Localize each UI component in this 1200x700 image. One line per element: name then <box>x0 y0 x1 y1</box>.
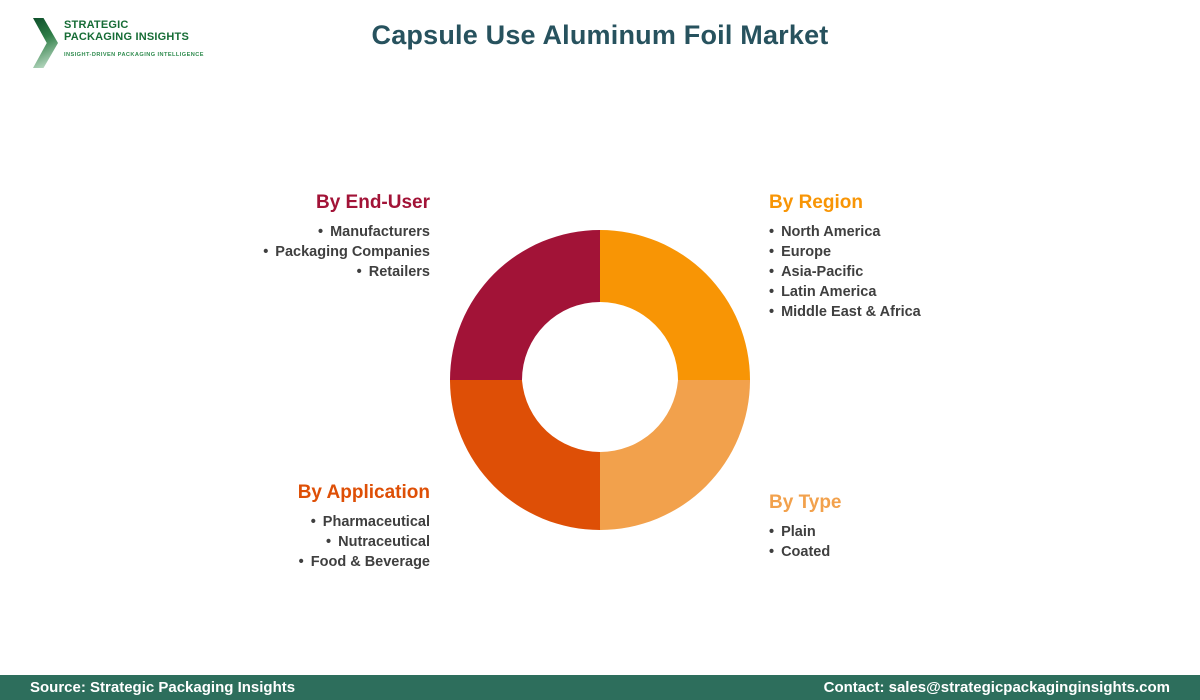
donut-segment-end-user <box>450 230 600 380</box>
brand-logo: STRATEGIC PACKAGING INSIGHTS INSIGHT-DRI… <box>33 12 204 68</box>
logo-line-1: STRATEGIC <box>64 19 129 31</box>
list-item: Asia-Pacific <box>769 262 1089 282</box>
list-item: Retailers <box>110 262 430 282</box>
donut-segment-type <box>600 380 750 530</box>
list-item: Manufacturers <box>110 222 430 242</box>
logo-line-2: PACKAGING INSIGHTS <box>64 31 190 43</box>
footer-bar: Source: Strategic Packaging Insights Con… <box>0 675 1200 700</box>
list-item: Plain <box>769 522 1089 542</box>
segment-list-type: Plain Coated <box>769 522 1089 562</box>
list-item: Europe <box>769 242 1089 262</box>
segment-list-end-user: Manufacturers Packaging Companies Retail… <box>110 222 430 282</box>
logo-tagline: INSIGHT-DRIVEN PACKAGING INTELLIGENCE <box>64 52 204 58</box>
brand-logo-text: STRATEGIC PACKAGING INSIGHTS INSIGHT-DRI… <box>64 12 204 58</box>
segment-block-end-user: By End-User Manufacturers Packaging Comp… <box>110 190 430 282</box>
page-title: Capsule Use Aluminum Foil Market <box>371 20 829 50</box>
donut-segment-region <box>600 230 750 380</box>
segment-block-application: By Application Pharmaceutical Nutraceuti… <box>110 480 430 572</box>
footer-source: Source: Strategic Packaging Insights <box>30 679 296 696</box>
segment-heading-end-user: By End-User <box>315 192 430 213</box>
segment-heading-application: By Application <box>297 482 430 503</box>
list-item: Coated <box>769 542 1089 562</box>
list-item: Packaging Companies <box>110 242 430 262</box>
list-item: Nutraceutical <box>110 532 430 552</box>
list-item: Pharmaceutical <box>110 512 430 532</box>
segment-block-type: By Type Plain Coated <box>769 490 1089 562</box>
list-item: Middle East & Africa <box>769 302 1089 322</box>
donut-segment-application <box>450 380 600 530</box>
segment-list-application: Pharmaceutical Nutraceutical Food & Beve… <box>110 512 430 572</box>
segment-block-region: By Region North America Europe Asia-Paci… <box>769 190 1089 322</box>
list-item: Food & Beverage <box>110 552 430 572</box>
segment-list-region: North America Europe Asia-Pacific Latin … <box>769 222 1089 322</box>
donut-chart <box>450 230 750 530</box>
segment-heading-region: By Region <box>769 192 863 213</box>
list-item: North America <box>769 222 1089 242</box>
list-item: Latin America <box>769 282 1089 302</box>
footer-contact: Contact: sales@strategicpackaginginsight… <box>823 679 1170 696</box>
segment-heading-type: By Type <box>769 492 842 513</box>
